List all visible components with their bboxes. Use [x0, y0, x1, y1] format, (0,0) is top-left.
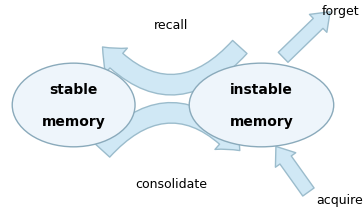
Text: memory: memory — [42, 115, 106, 129]
Text: forget: forget — [321, 5, 359, 18]
FancyArrowPatch shape — [95, 102, 240, 157]
FancyArrowPatch shape — [103, 41, 247, 95]
Text: consolidate: consolidate — [135, 178, 207, 191]
FancyArrowPatch shape — [276, 146, 314, 196]
FancyArrowPatch shape — [278, 12, 330, 62]
Text: recall: recall — [154, 19, 188, 32]
Text: acquire: acquire — [316, 194, 363, 207]
Ellipse shape — [189, 63, 334, 147]
Text: instable: instable — [230, 84, 293, 97]
Ellipse shape — [12, 63, 135, 147]
Text: memory: memory — [230, 115, 293, 129]
Text: stable: stable — [50, 84, 98, 97]
